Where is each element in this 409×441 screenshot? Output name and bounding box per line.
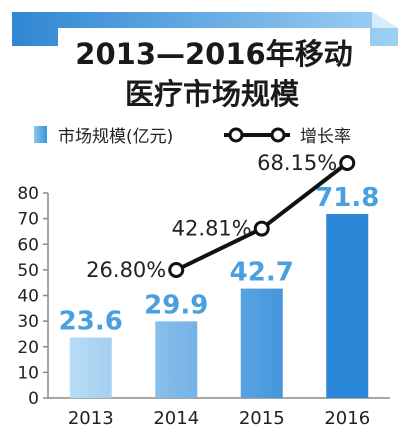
y-tick-label: 30 (17, 312, 39, 332)
title-card (58, 28, 370, 120)
chart-title-line-1: 2013—2016年移动 (75, 37, 352, 71)
growth-point-2015 (253, 220, 270, 237)
growth-rate-label: 26.80% (86, 258, 166, 282)
x-tick-label: 2016 (324, 408, 370, 429)
legend-bar-swatch (34, 126, 47, 143)
growth-rate-label: 68.15% (257, 151, 337, 175)
legend-line-marker-right (270, 127, 286, 143)
y-tick-label: 50 (17, 261, 39, 281)
growth-rate-line-group: 26.80%42.81% 68.15% (86, 151, 356, 282)
legend-line-label: 增长率 (300, 127, 351, 147)
bar-2013 (69, 337, 112, 398)
bar-value-label: 29.9 (144, 290, 208, 320)
y-tick-label: 20 (17, 338, 39, 358)
y-tick-label: 80 (17, 184, 39, 204)
bar-2015 (240, 288, 283, 398)
growth-point-2016 (339, 155, 356, 171)
y-tick-label: 0 (28, 389, 39, 409)
growth-rate-label: 42.81% (172, 217, 252, 241)
bar-2014 (155, 321, 198, 398)
legend-bar-label: 市场规模(亿元) (58, 127, 173, 147)
x-tick-label: 2013 (68, 408, 114, 429)
x-tick-label: 2014 (153, 408, 199, 429)
x-axis-labels: 2013 2014 2015 2016 (68, 408, 370, 429)
bar-value-label: 42.7 (230, 258, 294, 288)
legend-line-marker-left (228, 127, 244, 143)
y-tick-label: 60 (17, 235, 39, 255)
y-tick-label: 40 (17, 287, 39, 307)
chart-title-line-2: 医疗市场规模 (125, 77, 300, 111)
y-tick-label: 10 (17, 363, 39, 383)
growth-point-2014 (168, 262, 185, 278)
x-tick-label: 2015 (239, 408, 285, 429)
bar-value-label: 71.8 (315, 183, 379, 213)
bars (69, 214, 369, 398)
title-banner-fold (372, 12, 398, 28)
bar-value-label: 23.6 (59, 307, 123, 337)
y-tick-label: 70 (17, 210, 39, 230)
bar-value-labels: 23.6 29.9 42.7 71.8 (59, 183, 380, 337)
bar-2016 (326, 214, 369, 398)
y-axis-ticks: 0 10 20 30 40 50 60 70 80 (17, 184, 48, 409)
